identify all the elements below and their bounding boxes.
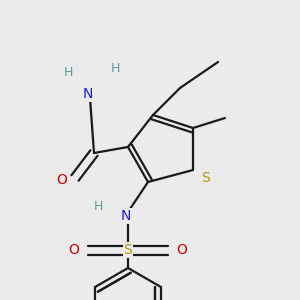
Text: S: S	[201, 171, 209, 185]
Text: H: H	[63, 67, 73, 80]
Text: O: O	[177, 243, 188, 257]
Text: N: N	[121, 209, 131, 223]
Text: H: H	[93, 200, 103, 212]
Text: H: H	[110, 61, 120, 74]
Text: O: O	[57, 173, 68, 187]
Text: S: S	[124, 243, 132, 257]
Text: O: O	[69, 243, 80, 257]
Text: N: N	[83, 87, 93, 101]
